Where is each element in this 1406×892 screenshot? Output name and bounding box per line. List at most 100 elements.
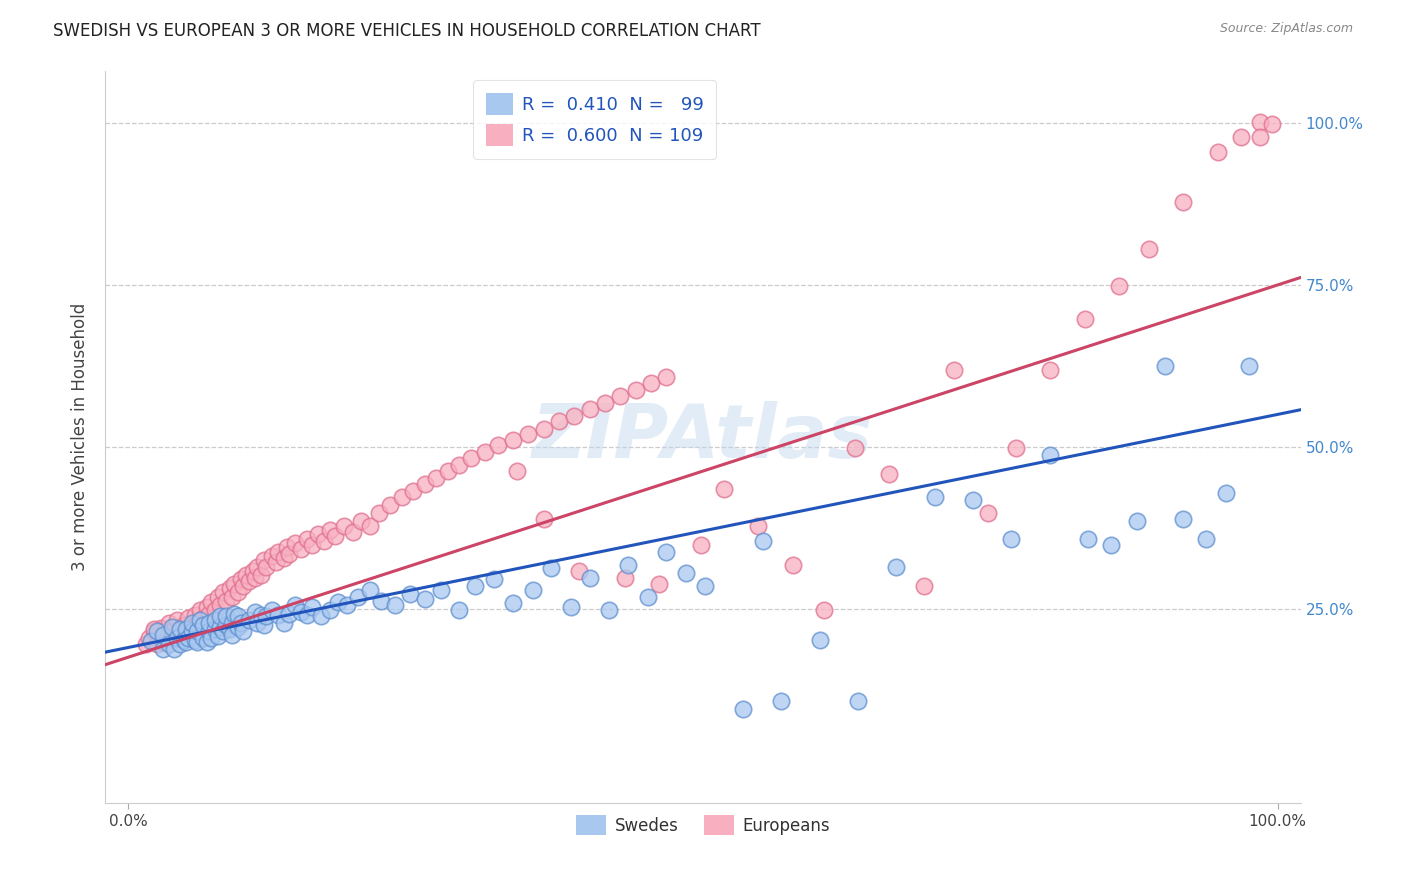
- Point: [186, 624, 208, 639]
- Point: [384, 599, 406, 613]
- Point: [188, 613, 211, 627]
- Point: [242, 564, 264, 578]
- Point: [146, 624, 169, 639]
- Point: [169, 637, 191, 651]
- Point: [174, 624, 197, 639]
- Point: [1215, 486, 1237, 500]
- Point: [413, 591, 436, 606]
- Point: [207, 629, 229, 643]
- Point: [209, 599, 232, 613]
- Point: [191, 611, 214, 625]
- Point: [517, 426, 540, 441]
- Point: [808, 632, 831, 647]
- Point: [1099, 538, 1122, 552]
- Point: [402, 483, 425, 498]
- Point: [209, 609, 232, 624]
- Point: [1004, 441, 1026, 455]
- Y-axis label: 3 or more Vehicles in Household: 3 or more Vehicles in Household: [72, 303, 90, 571]
- Point: [359, 518, 381, 533]
- Point: [200, 631, 222, 645]
- Point: [449, 603, 471, 617]
- Point: [1137, 243, 1160, 257]
- Point: [226, 609, 249, 624]
- Point: [174, 635, 197, 649]
- Point: [713, 482, 735, 496]
- Point: [626, 383, 648, 397]
- Point: [238, 574, 260, 589]
- Point: [226, 585, 249, 599]
- Point: [267, 544, 290, 558]
- Point: [342, 525, 364, 540]
- Point: [224, 607, 246, 621]
- Point: [180, 615, 202, 630]
- Point: [695, 579, 717, 593]
- Point: [846, 693, 869, 707]
- Point: [224, 577, 246, 591]
- Point: [218, 623, 240, 637]
- Point: [191, 617, 214, 632]
- Point: [368, 506, 391, 520]
- Point: [186, 615, 208, 630]
- Point: [253, 553, 276, 567]
- Point: [177, 631, 200, 645]
- Point: [533, 422, 555, 436]
- Point: [229, 615, 252, 630]
- Point: [460, 451, 482, 466]
- Point: [249, 568, 271, 582]
- Point: [1237, 359, 1260, 373]
- Point: [278, 547, 301, 561]
- Text: Source: ZipAtlas.com: Source: ZipAtlas.com: [1219, 22, 1353, 36]
- Point: [184, 608, 207, 623]
- Point: [1126, 514, 1149, 528]
- Point: [312, 533, 335, 548]
- Point: [813, 603, 835, 617]
- Point: [198, 607, 221, 621]
- Point: [301, 538, 323, 552]
- Point: [246, 559, 269, 574]
- Point: [254, 609, 277, 624]
- Point: [160, 620, 183, 634]
- Point: [884, 559, 907, 574]
- Point: [173, 617, 195, 632]
- Point: [173, 632, 195, 647]
- Point: [1261, 118, 1284, 132]
- Point: [146, 637, 169, 651]
- Point: [1039, 363, 1062, 377]
- Point: [177, 611, 200, 625]
- Point: [249, 608, 271, 623]
- Point: [243, 605, 266, 619]
- Point: [311, 609, 333, 624]
- Point: [221, 627, 243, 641]
- Point: [301, 600, 323, 615]
- Point: [184, 632, 207, 647]
- Point: [221, 590, 243, 604]
- Point: [295, 608, 318, 623]
- Point: [482, 573, 505, 587]
- Point: [548, 414, 571, 428]
- Point: [262, 603, 284, 617]
- Point: [326, 595, 349, 609]
- Point: [195, 635, 218, 649]
- Point: [425, 471, 447, 485]
- Point: [284, 535, 307, 549]
- Point: [655, 544, 678, 558]
- Point: [359, 583, 381, 598]
- Point: [318, 603, 340, 617]
- Point: [579, 570, 602, 584]
- Point: [733, 702, 755, 716]
- Point: [163, 641, 186, 656]
- Point: [380, 498, 402, 512]
- Point: [942, 363, 965, 377]
- Point: [188, 603, 211, 617]
- Point: [238, 613, 260, 627]
- Point: [782, 558, 804, 572]
- Point: [186, 635, 208, 649]
- Point: [1249, 130, 1271, 145]
- Point: [254, 559, 277, 574]
- Point: [226, 620, 249, 634]
- Point: [877, 467, 900, 481]
- Point: [318, 523, 340, 537]
- Point: [142, 623, 165, 637]
- Point: [609, 389, 631, 403]
- Point: [1206, 145, 1229, 160]
